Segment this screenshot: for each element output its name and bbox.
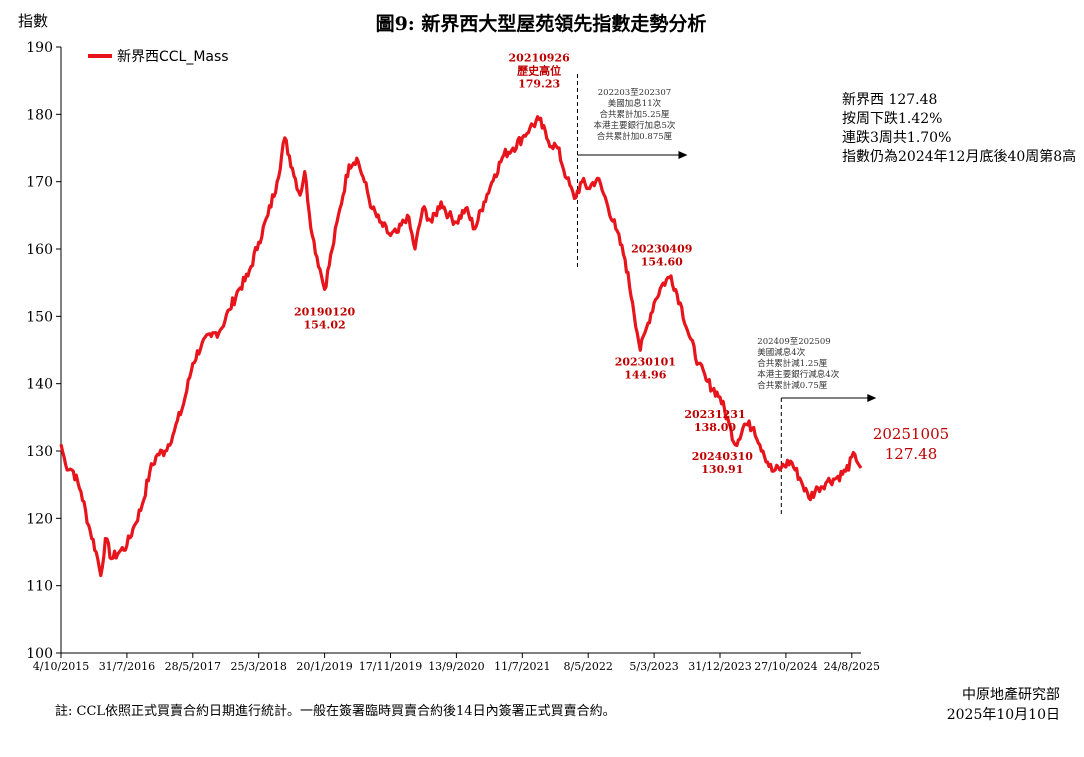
y-tick-label: 180	[26, 107, 53, 123]
x-tick-label: 31/7/2016	[99, 660, 155, 673]
x-tick-label: 25/3/2018	[230, 660, 286, 673]
arrow-head-icon	[867, 394, 877, 402]
x-tick-label: 13/9/2020	[428, 660, 484, 673]
x-tick-label: 31/12/2023	[688, 660, 751, 673]
footnote: 註: CCL依照正式買賣合約日期進行統計。一般在簽署臨時買賣合約後14日內簽署正…	[55, 703, 616, 719]
reference-lines: 202203至202307美國加息11次合共累計加5.25厘本港主要銀行加息5次…	[576, 74, 877, 517]
x-tick-label: 27/10/2024	[754, 660, 817, 673]
source-date: 2025年10月10日	[947, 707, 1060, 723]
arrow-head-icon	[678, 151, 688, 159]
annotation-label: 127.48	[885, 445, 938, 463]
x-tick-label: 11/7/2021	[494, 660, 550, 673]
x-tick-label: 20/1/2019	[296, 660, 352, 673]
legend: 新界西CCL_Mass	[88, 49, 229, 65]
annotation-label: 138.00	[694, 421, 736, 434]
y-tick-label: 110	[26, 579, 53, 595]
info-line-4: 指數仍為2024年12月底後40周第8高	[842, 148, 1076, 165]
series-line	[59, 115, 863, 578]
x-tick-label: 5/3/2023	[629, 660, 678, 673]
y-tick-label: 100	[26, 646, 53, 662]
annotation-label: 20231231	[684, 408, 745, 421]
x-tick-label: 28/5/2017	[165, 660, 221, 673]
y-tick-label: 190	[26, 40, 53, 56]
y-tick-label: 130	[26, 444, 53, 460]
reference-note-line: 合共累計加0.875厘	[597, 131, 673, 142]
annotation-label: 179.23	[518, 78, 560, 91]
reference-note-line: 本港主要銀行加息5次	[594, 120, 676, 131]
chart-title: 圖9: 新界西大型屋苑領先指數走勢分析	[376, 12, 707, 35]
annotation-label: 歷史高位	[517, 64, 561, 78]
annotation-label: 20210926	[509, 52, 571, 65]
reference-note-line: 本港主要銀行減息4次	[757, 369, 839, 380]
x-tick-label: 17/11/2019	[359, 660, 422, 673]
x-tick-label: 4/10/2015	[33, 660, 89, 673]
annotation-label: 130.91	[701, 463, 743, 476]
series-group	[59, 115, 863, 578]
annotation-label: 20190120	[294, 305, 356, 318]
annotation-label: 20230409	[631, 242, 692, 255]
y-tick-label: 140	[26, 377, 53, 393]
reference-note-line: 202203至202307	[598, 88, 671, 98]
reference-note-line: 合共累計加5.25厘	[600, 109, 670, 120]
x-tick-label: 8/5/2022	[563, 660, 612, 673]
y-tick-label: 170	[26, 175, 53, 191]
annotation-label: 20230101	[615, 355, 676, 368]
annotation-label: 20251005	[873, 425, 949, 443]
info-box: 新界西 127.48 按周下跌1.42% 連跌3周共1.70% 指數仍為2024…	[842, 92, 1076, 165]
annotation-label: 154.02	[304, 318, 346, 331]
source-org: 中原地產研究部	[962, 686, 1060, 703]
info-line-1: 新界西 127.48	[842, 92, 937, 108]
annotation-label: 20240310	[692, 450, 754, 463]
reference-note-line: 美國加息11次	[608, 98, 662, 109]
y-tick-label: 160	[26, 242, 53, 258]
info-line-3: 連跌3周共1.70%	[842, 130, 951, 146]
info-line-2: 按周下跌1.42%	[842, 111, 942, 127]
x-tick-label: 24/8/2025	[824, 660, 880, 673]
reference-note-line: 美國減息4次	[757, 347, 805, 358]
y-unit-label: 指數	[18, 12, 48, 30]
reference-note-line: 202409至202509	[757, 337, 830, 347]
reference-note-line: 合共累計減0.75厘	[757, 380, 827, 391]
annotation-label: 144.96	[624, 368, 666, 381]
y-tick-label: 150	[26, 309, 53, 325]
annotation-label: 154.60	[641, 255, 683, 268]
reference-note-line: 合共累計減1.25厘	[757, 358, 827, 369]
y-tick-label: 120	[26, 511, 53, 527]
axes: 100 110 120 130 140 150 160 170 180 190 4/10/2015 3…	[26, 40, 880, 673]
legend-label: 新界西CCL_Mass	[117, 49, 229, 65]
